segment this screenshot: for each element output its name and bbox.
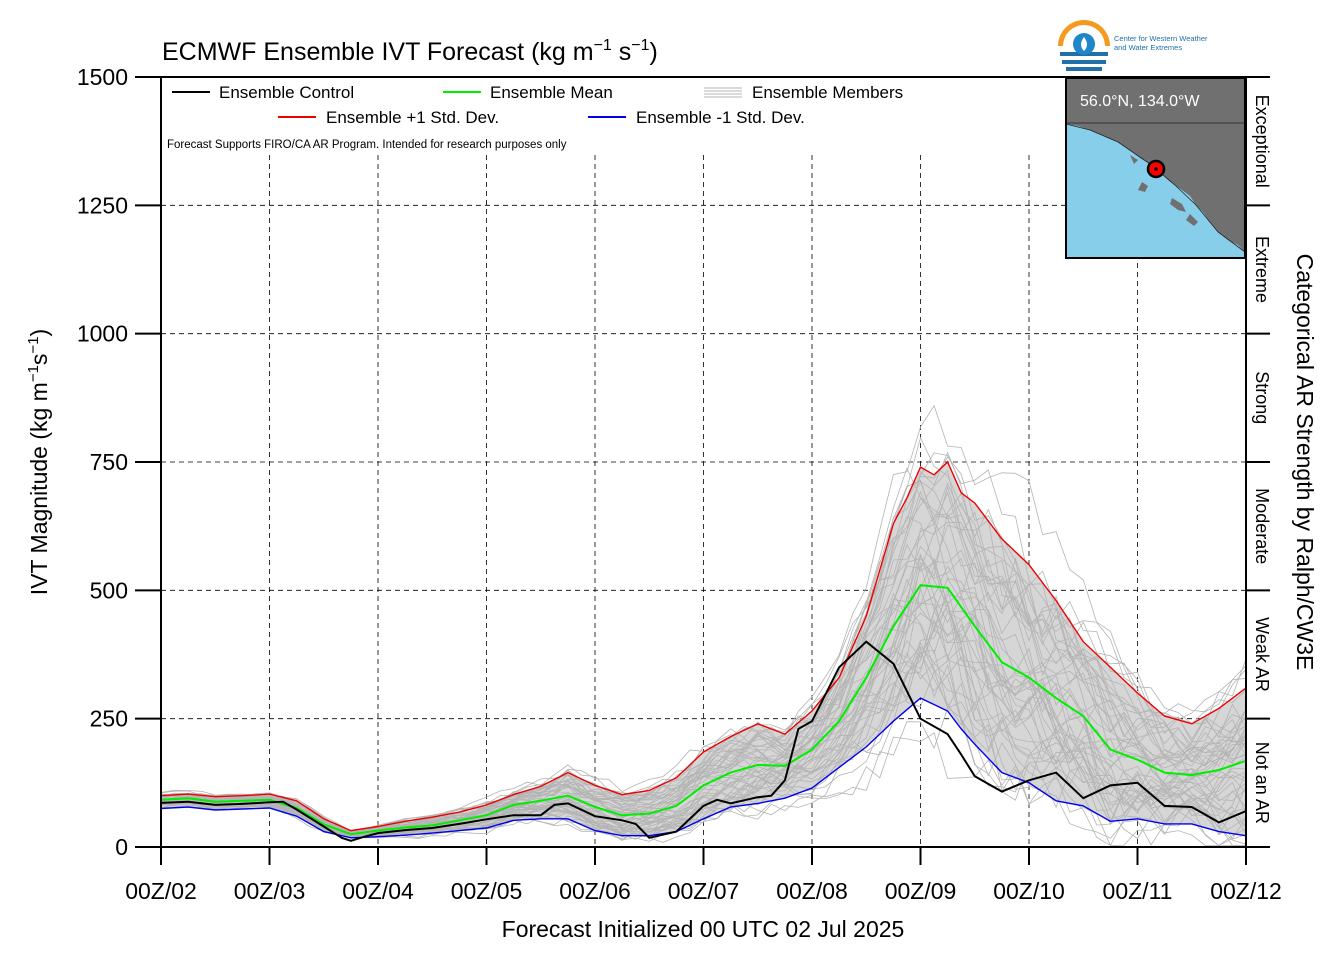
- category-label: Not an AR: [1252, 742, 1272, 824]
- chart-title: ECMWF Ensemble IVT Forecast (kg m−1 s−1): [162, 37, 658, 66]
- x-tick-label: 00Z/12: [1210, 878, 1282, 904]
- x-tick-label: 00Z/02: [125, 878, 197, 904]
- y-tick-label: 750: [90, 449, 128, 475]
- category-label: Extreme: [1252, 236, 1272, 303]
- legend-label-plus: Ensemble +1 Std. Dev.: [326, 108, 499, 127]
- y-tick-label: 0: [115, 834, 128, 860]
- ensemble-member-line: [161, 451, 1246, 833]
- y-axis-label: IVT Magnitude (kg m−1s−1): [25, 329, 52, 595]
- ensemble-member-line: [161, 646, 1246, 846]
- y-tick-label: 500: [90, 577, 128, 603]
- x-tick-label: 00Z/03: [234, 878, 306, 904]
- x-tick-label: 00Z/06: [559, 878, 631, 904]
- category-label: Exceptional: [1252, 95, 1272, 188]
- x-tick-label: 00Z/09: [885, 878, 957, 904]
- y-tick-label: 1250: [77, 192, 128, 218]
- legend-label-mean: Ensemble Mean: [490, 83, 613, 102]
- x-tick-label: 00Z/10: [993, 878, 1065, 904]
- category-label: Moderate: [1252, 488, 1272, 564]
- logo-text-line2: and Water Extremes: [1114, 43, 1182, 52]
- x-tick-label: 00Z/08: [776, 878, 848, 904]
- category-label: Weak AR: [1252, 617, 1272, 692]
- category-label: Strong: [1252, 371, 1272, 424]
- legend-label-control: Ensemble Control: [219, 83, 354, 102]
- cw3e-logo: Center for Western Weather and Water Ext…: [1058, 20, 1208, 72]
- legend: Ensemble Control Ensemble Mean Ensemble …: [167, 83, 903, 151]
- right-axis-label: Categorical AR Strength by Ralph/CW3E: [1292, 254, 1318, 671]
- y-tick-label: 250: [90, 706, 128, 732]
- x-tick-label: 00Z/04: [342, 878, 414, 904]
- x-axis-label: Forecast Initialized 00 UTC 02 Jul 2025: [502, 916, 905, 942]
- x-tick-label: 00Z/05: [451, 878, 523, 904]
- x-tick-label: 00Z/07: [668, 878, 740, 904]
- x-tick-label: 00Z/11: [1103, 878, 1173, 904]
- series-line-control: [161, 640, 1246, 842]
- legend-label-minus: Ensemble -1 Std. Dev.: [636, 108, 805, 127]
- legend-label-members: Ensemble Members: [752, 83, 903, 102]
- series-line-mean: [161, 584, 1246, 836]
- series-line-minus: [161, 697, 1246, 839]
- ensemble-member-line: [161, 485, 1246, 832]
- disclaimer: Forecast Supports FIRO/CA AR Program. In…: [167, 139, 567, 151]
- inset-map: 56.0°N, 134.0°W: [1065, 77, 1246, 259]
- logo-text-line1: Center for Western Weather: [1114, 34, 1208, 43]
- y-tick-label: 1000: [77, 321, 128, 347]
- ensemble-member-line: [161, 565, 1246, 837]
- legend-swatch-members: [704, 87, 742, 98]
- series-line-plus: [161, 460, 1246, 832]
- map-coord-label: 56.0°N, 134.0°W: [1080, 93, 1200, 110]
- y-tick-label: 1500: [77, 64, 128, 90]
